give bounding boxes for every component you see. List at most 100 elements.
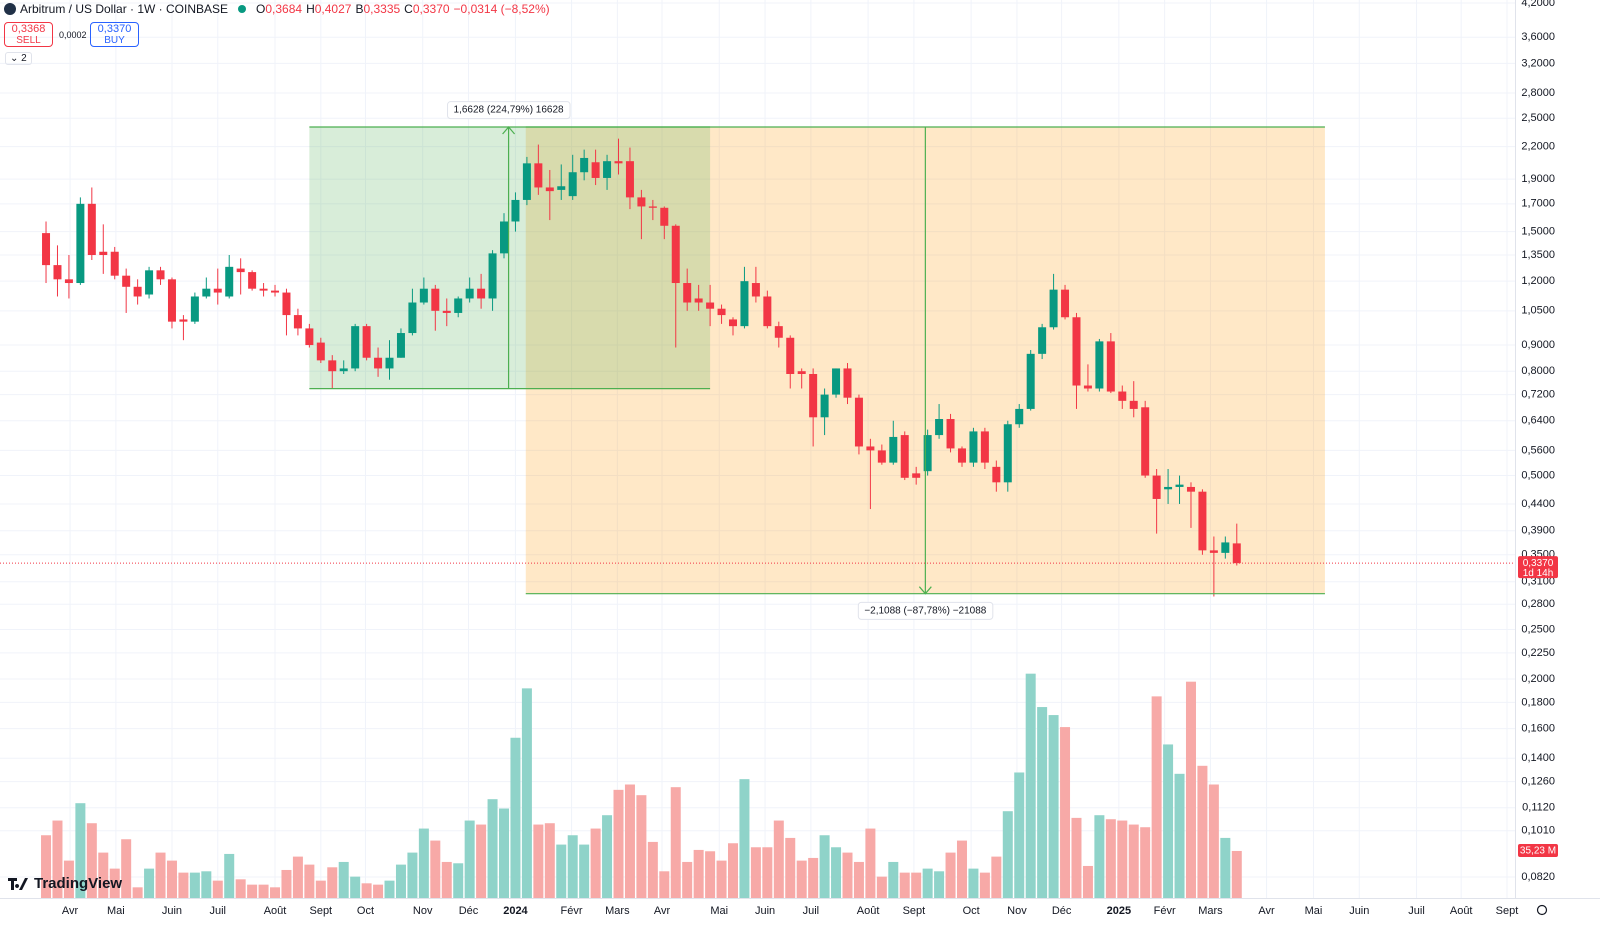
candle-body (545, 187, 554, 192)
symbol[interactable]: Arbitrum / US Dollar · 1W · COINBASE (20, 2, 229, 16)
candle-body (923, 435, 932, 472)
ohlc-key: O (256, 2, 266, 16)
candle-body (591, 162, 600, 178)
x-tick-label: Nov (1007, 905, 1027, 917)
y-tick-label: 0,2800 (1521, 598, 1555, 610)
ohlc-key: H (306, 2, 315, 16)
candle-body (568, 172, 577, 197)
volume-bar (773, 820, 784, 898)
candle-body (76, 203, 85, 284)
candle-body (671, 225, 680, 284)
y-tick-label: 0,1400 (1521, 752, 1555, 764)
candle-body (374, 357, 383, 369)
volume-bar (201, 871, 212, 898)
logo (8, 878, 28, 890)
indicators-toggle[interactable]: ⌄ 2 (5, 52, 32, 65)
volume-bar (178, 872, 189, 898)
candle-body (145, 270, 154, 295)
candle-body (1129, 400, 1138, 409)
candle-body (1118, 391, 1127, 401)
draw-layer (309, 127, 1325, 594)
volume-bar (1082, 865, 1093, 898)
gear-icon-shape (1536, 904, 1548, 916)
candle-body (740, 281, 749, 327)
volume-bar (1037, 707, 1048, 898)
volume-bar (418, 828, 429, 898)
candle-body (1072, 317, 1081, 386)
volume-bar (430, 840, 441, 898)
volume-bar (1220, 837, 1231, 898)
candle-body (42, 233, 51, 266)
buy-button[interactable]: 0,3370 BUY (90, 22, 139, 47)
volume-bar (602, 815, 613, 898)
range-label: 1,6628 (224,79%) 16628 (447, 101, 571, 120)
candle-body (477, 288, 486, 299)
volume-bar (1094, 815, 1105, 898)
volume-bar (1208, 784, 1219, 898)
volume-bar (464, 820, 475, 898)
y-tick-label: 1,5000 (1521, 226, 1555, 238)
y-tick-label: 0,1600 (1521, 722, 1555, 734)
volume-label-box (1518, 843, 1558, 857)
candle-body (236, 268, 245, 273)
candle-body (774, 326, 783, 338)
x-tick-label: Juin (1349, 905, 1369, 917)
x-tick-label: Avr (1258, 905, 1275, 917)
x-tick-label: Mai (107, 905, 125, 917)
x-tick-label: Juil (210, 905, 227, 917)
candle-body (1061, 289, 1070, 318)
candle-body (1164, 486, 1173, 490)
volume-bar (876, 876, 887, 898)
x-tick-label: Juil (1408, 905, 1425, 917)
volume-bar (865, 828, 876, 898)
candle-body (225, 266, 234, 297)
label-box (857, 601, 994, 620)
y-tick-label: 0,1010 (1521, 825, 1555, 837)
volume-bar (533, 824, 544, 898)
candle-body (957, 448, 966, 463)
volume-bar (968, 868, 979, 898)
volume-bar (624, 784, 635, 898)
volume-bar (361, 883, 372, 898)
y-tick-label: 4,2000 (1521, 0, 1555, 9)
candle-body (328, 360, 337, 372)
x-tick-label: Oct (357, 905, 374, 917)
candle-body (1141, 407, 1150, 476)
candle-body (167, 279, 176, 322)
volume-bar (235, 879, 246, 898)
change: −0,0314 (−8,52%) (453, 2, 550, 16)
volume-bar (521, 688, 532, 898)
volume-bar (716, 860, 727, 898)
candle-body (534, 163, 543, 188)
candle-body (190, 296, 199, 322)
candle-body (133, 286, 142, 297)
sell-button[interactable]: 0,3368 SELL (4, 22, 53, 47)
volume-bar (224, 853, 235, 898)
volume-bar (86, 823, 97, 898)
x-tick-label: Juil (803, 905, 820, 917)
y-tick-label: 2,8000 (1521, 87, 1555, 99)
candle-body (213, 288, 222, 293)
y-tick-label: 2,2000 (1521, 140, 1555, 152)
candle-body (889, 436, 898, 463)
y-tick-label: 0,3100 (1521, 576, 1555, 588)
volume-bar (853, 861, 864, 898)
volume-bar (270, 887, 281, 898)
over-layer: −2,1088 (−87,78%) −21088 1,6628 (224,79%)… (0, 101, 1515, 620)
volume-bar (567, 835, 578, 898)
candle-body (110, 251, 119, 276)
gear-icon[interactable] (1536, 904, 1548, 916)
x-tick-label: Juin (162, 905, 182, 917)
ohlc-value: 0,4027 (314, 2, 352, 16)
candle-body (969, 431, 978, 463)
volume-bar (1128, 824, 1139, 898)
volume-bar (727, 843, 738, 898)
ohlc-key: B (355, 2, 364, 16)
x-tick-label: Juin (755, 905, 775, 917)
candle-body (293, 315, 302, 329)
candle-body (454, 298, 463, 313)
volume-bar (1197, 765, 1208, 898)
label-box (447, 101, 571, 120)
indicators-count: 2 (21, 53, 27, 64)
candle-body (809, 373, 818, 418)
